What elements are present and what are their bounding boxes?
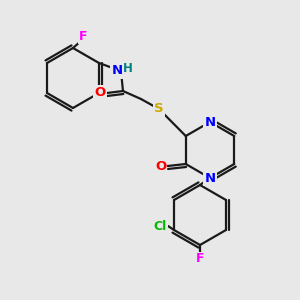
Text: S: S xyxy=(154,103,164,116)
Text: N: N xyxy=(111,64,122,77)
Text: F: F xyxy=(79,29,87,43)
Text: O: O xyxy=(155,160,166,172)
Text: F: F xyxy=(196,253,204,266)
Text: N: N xyxy=(204,172,216,184)
Text: Cl: Cl xyxy=(153,220,167,232)
Text: H: H xyxy=(123,62,133,76)
Text: O: O xyxy=(94,86,106,100)
Text: N: N xyxy=(204,116,216,128)
